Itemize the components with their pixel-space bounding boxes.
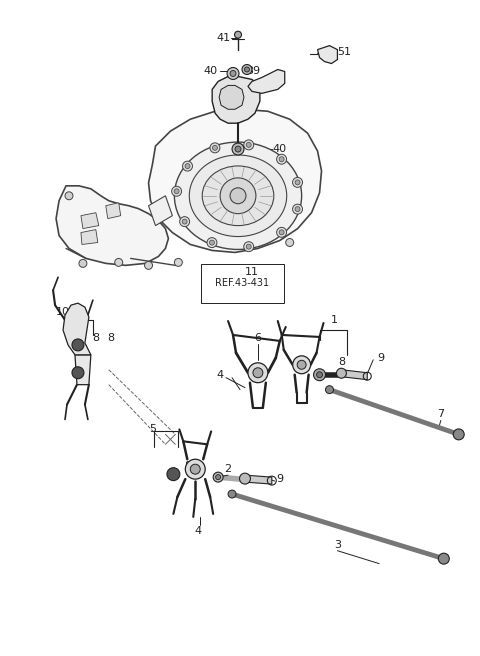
Polygon shape — [81, 230, 98, 245]
Polygon shape — [56, 186, 168, 266]
Circle shape — [279, 157, 284, 161]
Circle shape — [293, 204, 302, 214]
Text: 40: 40 — [273, 144, 287, 154]
Text: 4: 4 — [216, 370, 224, 380]
Circle shape — [180, 216, 190, 226]
Circle shape — [79, 259, 87, 268]
Circle shape — [453, 429, 464, 440]
Text: 8: 8 — [107, 333, 114, 343]
Circle shape — [293, 356, 311, 374]
Text: 2: 2 — [225, 464, 232, 474]
Text: 11: 11 — [245, 268, 259, 277]
Circle shape — [182, 161, 192, 171]
Circle shape — [185, 459, 205, 479]
Circle shape — [246, 142, 251, 148]
Circle shape — [227, 68, 239, 79]
Text: 39: 39 — [246, 66, 260, 77]
Circle shape — [244, 140, 254, 150]
Text: 40: 40 — [203, 66, 217, 77]
Circle shape — [172, 186, 181, 196]
Circle shape — [216, 475, 221, 480]
Circle shape — [232, 143, 244, 155]
Text: 5: 5 — [149, 424, 156, 434]
Text: 10: 10 — [56, 307, 70, 317]
Text: 9: 9 — [276, 474, 283, 484]
Polygon shape — [219, 85, 244, 110]
Circle shape — [72, 339, 84, 351]
Circle shape — [230, 70, 236, 77]
Text: 8: 8 — [338, 357, 345, 367]
Circle shape — [213, 146, 217, 150]
Circle shape — [293, 177, 302, 188]
Polygon shape — [245, 475, 272, 484]
Circle shape — [174, 258, 182, 266]
Circle shape — [336, 368, 347, 379]
Circle shape — [295, 180, 300, 185]
Circle shape — [248, 363, 268, 382]
Circle shape — [144, 261, 153, 270]
Circle shape — [235, 31, 241, 38]
Circle shape — [240, 473, 251, 484]
Text: REF.43-431: REF.43-431 — [215, 278, 269, 288]
Text: 8: 8 — [185, 461, 192, 471]
Text: 1: 1 — [331, 315, 338, 325]
Circle shape — [230, 188, 246, 204]
Circle shape — [213, 472, 223, 482]
Polygon shape — [75, 355, 91, 384]
Circle shape — [242, 64, 252, 75]
Circle shape — [185, 163, 190, 169]
Text: 4: 4 — [195, 526, 202, 536]
Circle shape — [235, 146, 241, 152]
Circle shape — [253, 368, 263, 378]
Text: 3: 3 — [334, 540, 341, 550]
Circle shape — [244, 67, 250, 72]
Polygon shape — [81, 213, 99, 228]
Circle shape — [209, 240, 215, 245]
Circle shape — [72, 367, 84, 379]
Polygon shape — [248, 70, 285, 93]
Circle shape — [279, 230, 284, 235]
Circle shape — [297, 360, 306, 369]
Polygon shape — [148, 195, 172, 226]
Circle shape — [174, 189, 179, 194]
Circle shape — [190, 464, 200, 474]
Polygon shape — [318, 46, 337, 64]
Text: 7: 7 — [437, 409, 444, 419]
Polygon shape — [106, 203, 120, 218]
Circle shape — [246, 244, 251, 249]
Circle shape — [115, 258, 123, 266]
Circle shape — [295, 207, 300, 212]
Circle shape — [313, 369, 325, 380]
Polygon shape — [63, 303, 91, 355]
Circle shape — [276, 228, 287, 237]
Polygon shape — [148, 110, 322, 253]
Text: 51: 51 — [337, 47, 351, 56]
Circle shape — [286, 239, 294, 247]
Circle shape — [182, 219, 187, 224]
Ellipse shape — [189, 155, 287, 237]
Circle shape — [438, 553, 449, 564]
Text: 9: 9 — [378, 353, 385, 363]
Circle shape — [228, 490, 236, 498]
Circle shape — [276, 154, 287, 164]
Circle shape — [167, 468, 180, 481]
Text: 41: 41 — [216, 33, 230, 43]
Ellipse shape — [174, 142, 301, 249]
Text: 8: 8 — [92, 333, 99, 343]
Circle shape — [210, 143, 220, 153]
Circle shape — [207, 237, 217, 247]
Circle shape — [316, 372, 323, 378]
Circle shape — [325, 386, 334, 394]
Text: 6: 6 — [254, 333, 262, 343]
Polygon shape — [341, 370, 367, 380]
Ellipse shape — [202, 166, 274, 226]
Circle shape — [220, 178, 256, 214]
Circle shape — [65, 192, 73, 199]
Circle shape — [244, 241, 254, 252]
Polygon shape — [212, 77, 260, 123]
